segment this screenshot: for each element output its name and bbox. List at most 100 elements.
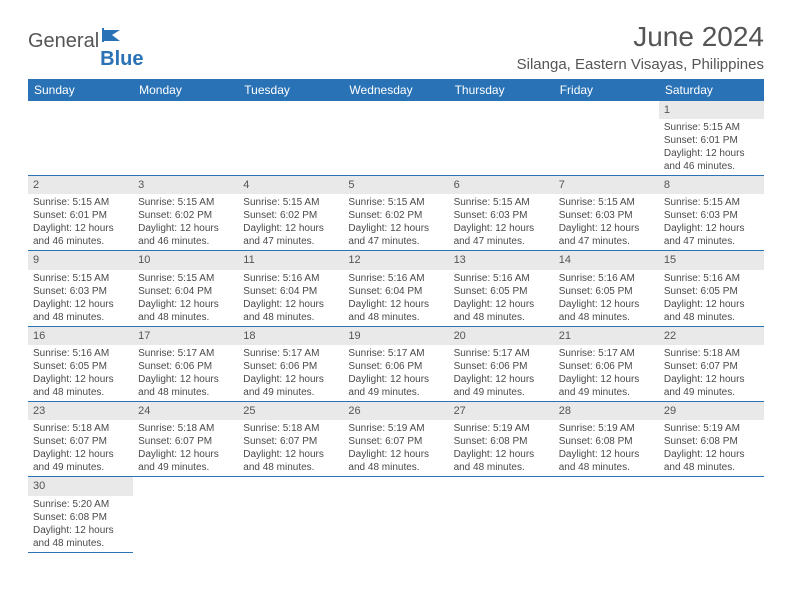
calendar-cell: 28Sunrise: 5:19 AMSunset: 6:08 PMDayligh…	[554, 401, 659, 476]
day-content: Sunrise: 5:18 AMSunset: 6:07 PMDaylight:…	[28, 422, 133, 476]
sunset-text: Sunset: 6:05 PM	[33, 360, 128, 373]
day-content: Sunrise: 5:15 AMSunset: 6:03 PMDaylight:…	[554, 196, 659, 250]
weekday-header: Thursday	[449, 79, 554, 101]
calendar-cell	[133, 101, 238, 176]
daylight-text-1: Daylight: 12 hours	[33, 524, 128, 537]
sunrise-text: Sunrise: 5:18 AM	[243, 422, 338, 435]
sunrise-text: Sunrise: 5:15 AM	[559, 196, 654, 209]
day-number: 9	[28, 251, 133, 269]
sunset-text: Sunset: 6:07 PM	[348, 435, 443, 448]
daylight-text-2: and 47 minutes.	[559, 235, 654, 248]
sunrise-text: Sunrise: 5:15 AM	[348, 196, 443, 209]
sunrise-text: Sunrise: 5:17 AM	[559, 347, 654, 360]
flag-icon	[102, 28, 124, 47]
sunset-text: Sunset: 6:06 PM	[454, 360, 549, 373]
calendar-cell	[28, 101, 133, 176]
sunset-text: Sunset: 6:07 PM	[243, 435, 338, 448]
daylight-text-2: and 48 minutes.	[33, 311, 128, 324]
sunrise-text: Sunrise: 5:15 AM	[33, 272, 128, 285]
calendar-row: 16Sunrise: 5:16 AMSunset: 6:05 PMDayligh…	[28, 326, 764, 401]
sunset-text: Sunset: 6:04 PM	[243, 285, 338, 298]
logo: General Blue	[28, 22, 144, 60]
daylight-text-2: and 48 minutes.	[664, 461, 759, 474]
calendar-cell: 24Sunrise: 5:18 AMSunset: 6:07 PMDayligh…	[133, 401, 238, 476]
day-content: Sunrise: 5:15 AMSunset: 6:04 PMDaylight:…	[133, 272, 238, 326]
weekday-header: Monday	[133, 79, 238, 101]
day-content: Sunrise: 5:17 AMSunset: 6:06 PMDaylight:…	[133, 347, 238, 401]
daylight-text-1: Daylight: 12 hours	[348, 373, 443, 386]
daylight-text-2: and 49 minutes.	[454, 386, 549, 399]
day-content: Sunrise: 5:18 AMSunset: 6:07 PMDaylight:…	[133, 422, 238, 476]
calendar-cell: 27Sunrise: 5:19 AMSunset: 6:08 PMDayligh…	[449, 401, 554, 476]
sunset-text: Sunset: 6:06 PM	[243, 360, 338, 373]
calendar-cell	[449, 101, 554, 176]
logo-text-general: General	[28, 31, 99, 51]
daylight-text-1: Daylight: 12 hours	[454, 222, 549, 235]
sunset-text: Sunset: 6:08 PM	[33, 511, 128, 524]
sunrise-text: Sunrise: 5:15 AM	[664, 196, 759, 209]
day-number: 3	[133, 176, 238, 194]
daylight-text-2: and 47 minutes.	[664, 235, 759, 248]
sunset-text: Sunset: 6:01 PM	[33, 209, 128, 222]
daylight-text-2: and 48 minutes.	[33, 386, 128, 399]
daylight-text-2: and 48 minutes.	[33, 537, 128, 550]
daylight-text-2: and 47 minutes.	[454, 235, 549, 248]
day-number: 23	[28, 402, 133, 420]
day-content: Sunrise: 5:15 AMSunset: 6:03 PMDaylight:…	[28, 272, 133, 326]
daylight-text-2: and 49 minutes.	[243, 386, 338, 399]
sunset-text: Sunset: 6:07 PM	[33, 435, 128, 448]
weekday-header-row: Sunday Monday Tuesday Wednesday Thursday…	[28, 79, 764, 101]
day-number: 8	[659, 176, 764, 194]
calendar-cell	[343, 477, 448, 552]
sunset-text: Sunset: 6:06 PM	[348, 360, 443, 373]
daylight-text-2: and 47 minutes.	[243, 235, 338, 248]
calendar-cell: 4Sunrise: 5:15 AMSunset: 6:02 PMDaylight…	[238, 176, 343, 251]
sunset-text: Sunset: 6:03 PM	[664, 209, 759, 222]
daylight-text-2: and 49 minutes.	[559, 386, 654, 399]
daylight-text-1: Daylight: 12 hours	[33, 298, 128, 311]
weekday-header: Friday	[554, 79, 659, 101]
daylight-text-1: Daylight: 12 hours	[138, 298, 233, 311]
sunrise-text: Sunrise: 5:16 AM	[348, 272, 443, 285]
sunset-text: Sunset: 6:06 PM	[138, 360, 233, 373]
calendar-cell: 16Sunrise: 5:16 AMSunset: 6:05 PMDayligh…	[28, 326, 133, 401]
daylight-text-2: and 49 minutes.	[33, 461, 128, 474]
daylight-text-2: and 48 minutes.	[348, 311, 443, 324]
sunset-text: Sunset: 6:04 PM	[138, 285, 233, 298]
day-content: Sunrise: 5:16 AMSunset: 6:04 PMDaylight:…	[343, 272, 448, 326]
day-content: Sunrise: 5:19 AMSunset: 6:08 PMDaylight:…	[659, 422, 764, 476]
calendar-cell: 15Sunrise: 5:16 AMSunset: 6:05 PMDayligh…	[659, 251, 764, 326]
day-number: 22	[659, 327, 764, 345]
day-number: 26	[343, 402, 448, 420]
calendar-cell: 29Sunrise: 5:19 AMSunset: 6:08 PMDayligh…	[659, 401, 764, 476]
sunset-text: Sunset: 6:08 PM	[559, 435, 654, 448]
daylight-text-2: and 48 minutes.	[559, 461, 654, 474]
daylight-text-1: Daylight: 12 hours	[138, 373, 233, 386]
daylight-text-1: Daylight: 12 hours	[348, 448, 443, 461]
day-number: 11	[238, 251, 343, 269]
sunrise-text: Sunrise: 5:20 AM	[33, 498, 128, 511]
sunrise-text: Sunrise: 5:15 AM	[138, 272, 233, 285]
daylight-text-1: Daylight: 12 hours	[664, 298, 759, 311]
calendar-cell: 7Sunrise: 5:15 AMSunset: 6:03 PMDaylight…	[554, 176, 659, 251]
day-content: Sunrise: 5:18 AMSunset: 6:07 PMDaylight:…	[659, 347, 764, 401]
daylight-text-1: Daylight: 12 hours	[243, 448, 338, 461]
day-content: Sunrise: 5:17 AMSunset: 6:06 PMDaylight:…	[238, 347, 343, 401]
sunset-text: Sunset: 6:06 PM	[559, 360, 654, 373]
calendar-cell	[133, 477, 238, 552]
sunset-text: Sunset: 6:04 PM	[348, 285, 443, 298]
calendar-cell: 3Sunrise: 5:15 AMSunset: 6:02 PMDaylight…	[133, 176, 238, 251]
title-month-year: June 2024	[517, 22, 764, 53]
page-header: General Blue June 2024 Silanga, Eastern …	[28, 22, 764, 73]
daylight-text-1: Daylight: 12 hours	[454, 373, 549, 386]
day-content: Sunrise: 5:19 AMSunset: 6:08 PMDaylight:…	[449, 422, 554, 476]
sunset-text: Sunset: 6:05 PM	[559, 285, 654, 298]
day-content: Sunrise: 5:15 AMSunset: 6:02 PMDaylight:…	[343, 196, 448, 250]
calendar-cell: 13Sunrise: 5:16 AMSunset: 6:05 PMDayligh…	[449, 251, 554, 326]
calendar-row: 23Sunrise: 5:18 AMSunset: 6:07 PMDayligh…	[28, 401, 764, 476]
daylight-text-2: and 49 minutes.	[664, 386, 759, 399]
day-number: 30	[28, 477, 133, 495]
day-content: Sunrise: 5:16 AMSunset: 6:05 PMDaylight:…	[659, 272, 764, 326]
sunrise-text: Sunrise: 5:16 AM	[33, 347, 128, 360]
sunset-text: Sunset: 6:08 PM	[664, 435, 759, 448]
